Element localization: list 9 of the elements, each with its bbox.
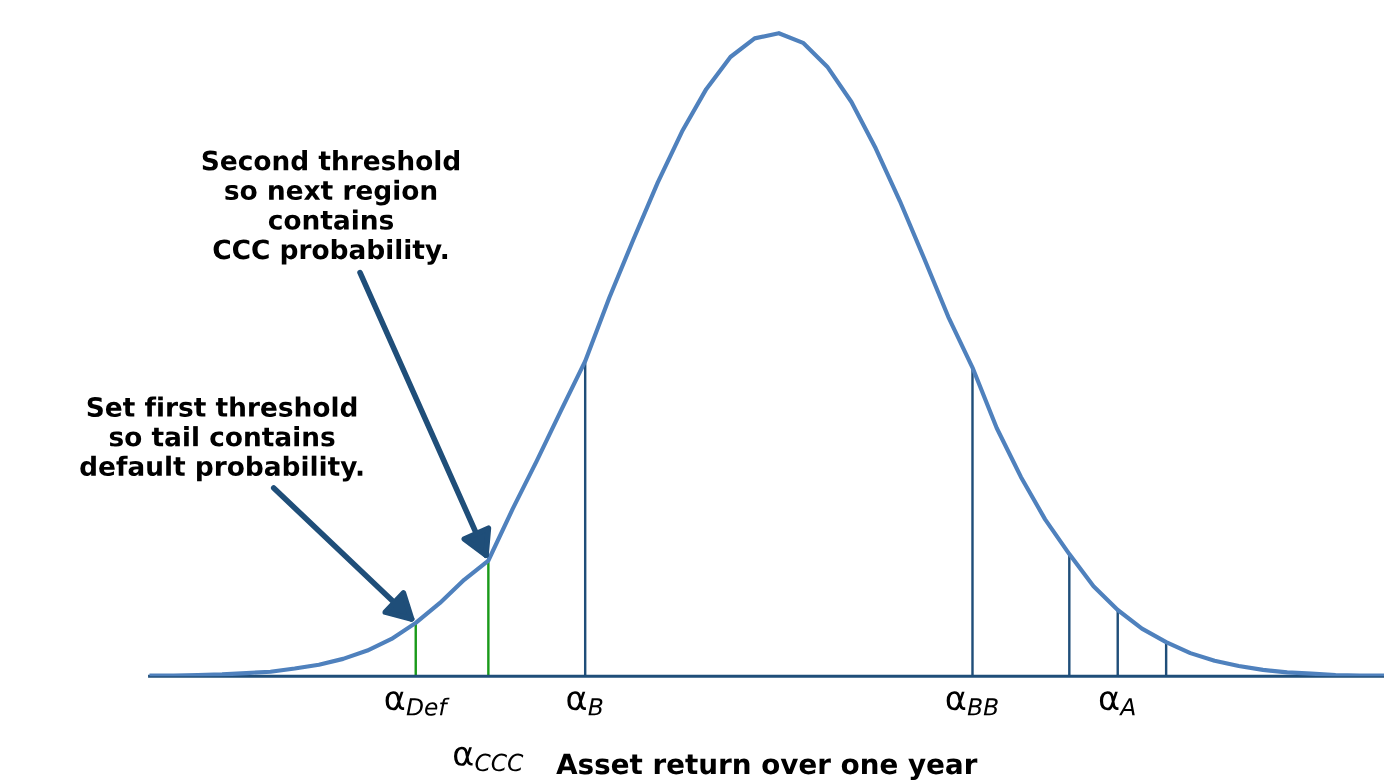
x-tick-label: α$_{Def}$ [385, 691, 450, 716]
x-tick-label: α$_{B}$ [567, 691, 603, 716]
x-axis-title: Asset return over one year [556, 753, 978, 780]
x-tick-label: α$_{A}$ [1099, 691, 1135, 716]
bar [487, 560, 490, 677]
annotation: Second threshold so next region contains CCC probability. [202, 150, 460, 265]
x-tick-label: α$_{CCC}$ [454, 746, 524, 772]
x-tick-label: α$_{BB}$ [946, 691, 998, 716]
annotation: Set first threshold so tail contains default probability. [80, 396, 363, 482]
